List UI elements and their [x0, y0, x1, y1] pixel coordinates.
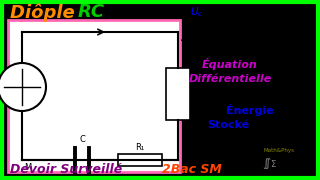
Text: $\int\!\!\!\int$: $\int\!\!\!\int$ — [262, 156, 272, 171]
Text: Différentielle: Différentielle — [188, 74, 272, 84]
Text: $U_c = E\left(1 - e^{\,-\frac{t}{(R_1+R_2)C}}\right)$: $U_c = E\left(1 - e^{\,-\frac{t}{(R_1+R_… — [190, 5, 293, 23]
Text: $\Sigma$: $\Sigma$ — [270, 158, 277, 169]
Text: C: C — [79, 135, 85, 144]
Text: Stocké: Stocké — [207, 120, 249, 130]
Text: Équation: Équation — [202, 58, 258, 70]
Bar — [8, 20, 180, 172]
Text: Devoir Surveillé: Devoir Surveillé — [10, 163, 122, 176]
Text: %: % — [218, 104, 229, 114]
Text: M: M — [24, 163, 31, 172]
Text: Diôple: Diôple — [10, 3, 81, 21]
Text: R₂: R₂ — [192, 89, 201, 98]
Text: R₁: R₁ — [135, 143, 145, 152]
Text: $U_c$: $U_c$ — [190, 5, 204, 19]
Bar — [118, 154, 162, 166]
Text: Math&Phys: Math&Phys — [264, 148, 295, 153]
Circle shape — [0, 63, 46, 111]
Text: B: B — [181, 154, 187, 163]
Text: A: A — [181, 34, 187, 43]
Text: 2Bac SM: 2Bac SM — [162, 163, 222, 176]
Text: RC: RC — [78, 3, 105, 21]
Bar — [166, 68, 190, 120]
Text: Énergie: Énergie — [226, 104, 274, 116]
